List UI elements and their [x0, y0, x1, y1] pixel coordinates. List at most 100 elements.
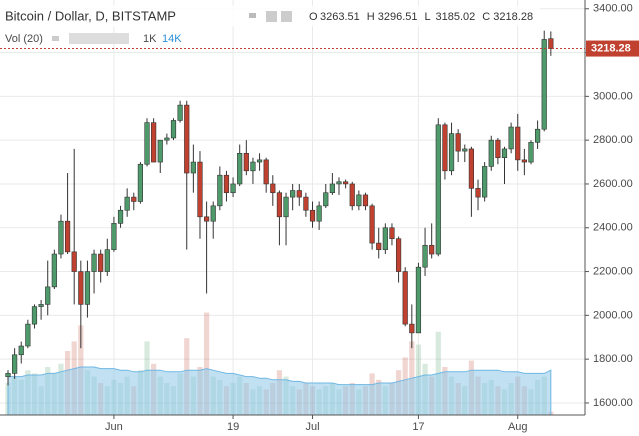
- candle-body: [290, 190, 296, 198]
- candle-body: [448, 133, 455, 172]
- candle-body: [197, 161, 203, 218]
- candle-body: [5, 373, 11, 377]
- ohlc-value: 3263.51: [320, 11, 360, 23]
- candle-body: [455, 133, 461, 152]
- y-tick-label: 2800.00: [593, 134, 633, 146]
- candle-body: [468, 148, 475, 189]
- candle-body: [204, 216, 210, 222]
- candle-body: [534, 128, 541, 143]
- candle-body: [151, 122, 157, 163]
- candle-body: [343, 181, 349, 185]
- y-tick-label: 3400.00: [593, 3, 633, 15]
- candle-body: [263, 159, 269, 185]
- ohlc-legend: O 3263.51 H 3296.51 L 3185.02 C 3218.28: [309, 11, 533, 23]
- candle-body: [217, 174, 223, 207]
- candle-body: [270, 183, 276, 194]
- y-tick-label: 2000.00: [593, 309, 633, 321]
- candle-body: [71, 251, 77, 272]
- y-tick-label: 3000.00: [593, 90, 633, 102]
- settings-icon: [266, 11, 277, 22]
- ohlc-key: C: [482, 11, 490, 23]
- candle-body: [131, 196, 137, 202]
- candle-body: [521, 159, 527, 163]
- candle-body: [296, 190, 302, 198]
- candle-body: [475, 188, 481, 198]
- candle-body: [336, 181, 342, 185]
- ohlc-key: H: [367, 11, 375, 23]
- candle-body: [190, 161, 196, 174]
- candle-body: [323, 192, 329, 207]
- last-price-label: 3218.28: [591, 42, 631, 54]
- ohlc-key: L: [425, 11, 431, 23]
- candle-body: [329, 183, 335, 194]
- candle-body: [501, 148, 508, 158]
- dropdown-icon: [249, 13, 256, 18]
- candle-body: [25, 323, 31, 347]
- candle-body: [362, 194, 369, 207]
- ohlc-value: 3296.51: [378, 11, 418, 23]
- candle-body: [409, 323, 415, 334]
- candle-body: [64, 220, 71, 253]
- candle-body: [157, 139, 163, 163]
- candle-body: [58, 220, 64, 255]
- volume-bar: [204, 312, 210, 415]
- ohlc-key: O: [309, 11, 318, 23]
- candle-body: [38, 304, 44, 307]
- indicator-icons: [69, 33, 129, 44]
- candle-body: [137, 163, 144, 202]
- candle-body: [495, 139, 501, 158]
- candle-body: [45, 286, 51, 305]
- candle-body: [12, 354, 18, 374]
- candle-body: [51, 253, 57, 288]
- candle-body: [316, 205, 322, 222]
- candle-body: [402, 271, 408, 325]
- candle-body: [84, 271, 91, 305]
- candle-body: [349, 183, 355, 207]
- candle-body: [376, 242, 382, 250]
- volume-ma-area: [7, 366, 552, 416]
- candle-body: [508, 126, 514, 150]
- candle-body: [18, 345, 24, 356]
- candle-body: [117, 209, 124, 224]
- candle-body: [283, 196, 289, 218]
- symbol-title: Bitcoin / Dollar, D, BITSTAMP: [5, 8, 176, 23]
- x-tick-label: Jun: [105, 421, 123, 433]
- candle-body: [184, 104, 190, 174]
- candle-body: [382, 227, 388, 250]
- volume-legend-ma: 14K: [162, 33, 182, 45]
- last-price-box: [586, 40, 639, 57]
- x-tick-label: 17: [412, 421, 424, 433]
- y-tick-label: 2600.00: [593, 178, 633, 190]
- candle-body: [541, 39, 547, 130]
- candle-body: [111, 223, 117, 250]
- candle-body: [389, 227, 395, 240]
- volume-legend-value: 1K: [143, 33, 157, 45]
- candle-body: [91, 253, 97, 272]
- candle-body: [230, 183, 236, 194]
- candle-body: [177, 104, 183, 121]
- volume-pane: [5, 312, 554, 416]
- candle-body: [435, 124, 441, 255]
- candle-body: [210, 205, 216, 222]
- candle-body: [144, 122, 150, 165]
- x-tick-label: Jul: [305, 421, 319, 433]
- candle-body: [170, 120, 177, 139]
- ohlc-value: 3185.02: [436, 11, 476, 23]
- candle-body: [124, 196, 130, 211]
- axes: 1600.00 1800.00 2000.00 2200.00 2400.00 2600.…: [0, 3, 639, 433]
- candle-body: [164, 137, 170, 141]
- candle-body: [395, 238, 402, 272]
- candle-body: [488, 139, 494, 167]
- candle-body: [369, 205, 375, 244]
- candle-body: [98, 253, 104, 272]
- candle-body: [356, 194, 362, 207]
- candle-body: [515, 126, 521, 161]
- dropdown-icon: [52, 36, 59, 41]
- candle-body: [104, 249, 110, 272]
- x-tick-label: Aug: [508, 421, 528, 433]
- candle-body: [415, 266, 422, 334]
- candle-body: [31, 306, 38, 325]
- y-tick-label: 2200.00: [593, 265, 633, 277]
- hide-icon: [281, 11, 292, 22]
